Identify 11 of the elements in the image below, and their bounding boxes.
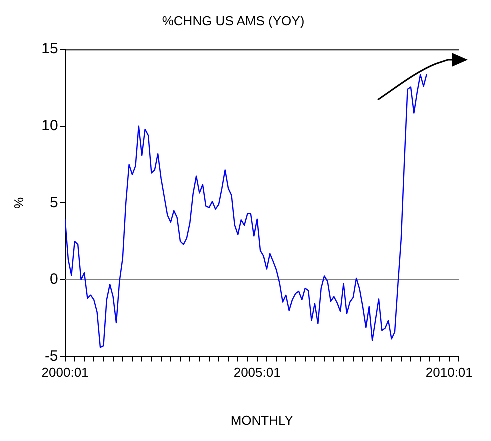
y-axis-title: % [11, 196, 26, 209]
y-tick-label: 15 [42, 40, 58, 58]
x-axis-title: MONTHLY [230, 412, 294, 428]
y-tick-label: 5 [50, 194, 58, 212]
x-tick-label: 2000:01 [42, 365, 89, 380]
y-tick-label: -5 [44, 348, 58, 365]
x-tick-label: 2010:01 [426, 365, 473, 380]
x-tick-label: 2005:01 [234, 365, 281, 380]
y-tick-label: 10 [42, 118, 58, 135]
chart-title: %CHNG US AMS (YOY) [162, 13, 305, 28]
y-tick-label: 0 [50, 271, 58, 288]
